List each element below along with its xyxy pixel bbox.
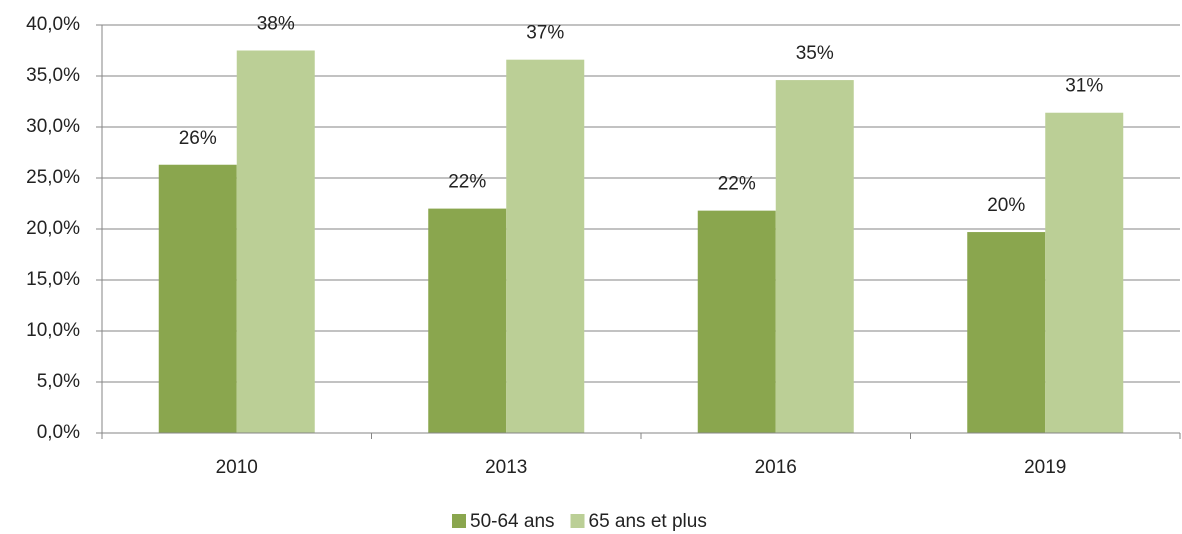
x-tick-label: 2010 — [216, 457, 258, 478]
bar — [697, 210, 776, 433]
value-label: 20% — [987, 195, 1025, 216]
bar — [506, 59, 585, 434]
value-label: 22% — [718, 174, 756, 195]
y-tick-label: 5,0% — [37, 371, 80, 392]
y-tick-label: 35,0% — [26, 65, 80, 86]
legend-swatch — [570, 514, 585, 528]
legend-label: 50-64 ans — [470, 511, 555, 532]
bar — [158, 164, 237, 434]
legend-swatch — [452, 514, 466, 528]
y-tick-label: 30,0% — [26, 116, 80, 137]
bar — [967, 232, 1046, 433]
bar — [1045, 112, 1124, 433]
value-label: 31% — [1065, 76, 1103, 97]
y-tick-label: 20,0% — [26, 218, 80, 239]
bar — [236, 50, 315, 433]
bar — [775, 80, 854, 433]
y-tick-label: 15,0% — [26, 269, 80, 290]
legend-label: 65 ans et plus — [589, 511, 707, 532]
y-tick-label: 10,0% — [26, 320, 80, 341]
value-label: 22% — [448, 172, 486, 193]
y-tick-label: 40,0% — [26, 14, 80, 35]
bar — [428, 208, 507, 433]
value-label: 35% — [796, 43, 834, 64]
x-tick-label: 2016 — [755, 457, 797, 478]
value-label: 26% — [179, 128, 217, 149]
value-label: 37% — [526, 23, 564, 44]
y-tick-label: 25,0% — [26, 167, 80, 188]
y-tick-label: 0,0% — [37, 422, 80, 443]
value-label: 38% — [257, 14, 295, 35]
x-tick-label: 2013 — [485, 457, 527, 478]
x-tick-label: 2019 — [1024, 457, 1066, 478]
